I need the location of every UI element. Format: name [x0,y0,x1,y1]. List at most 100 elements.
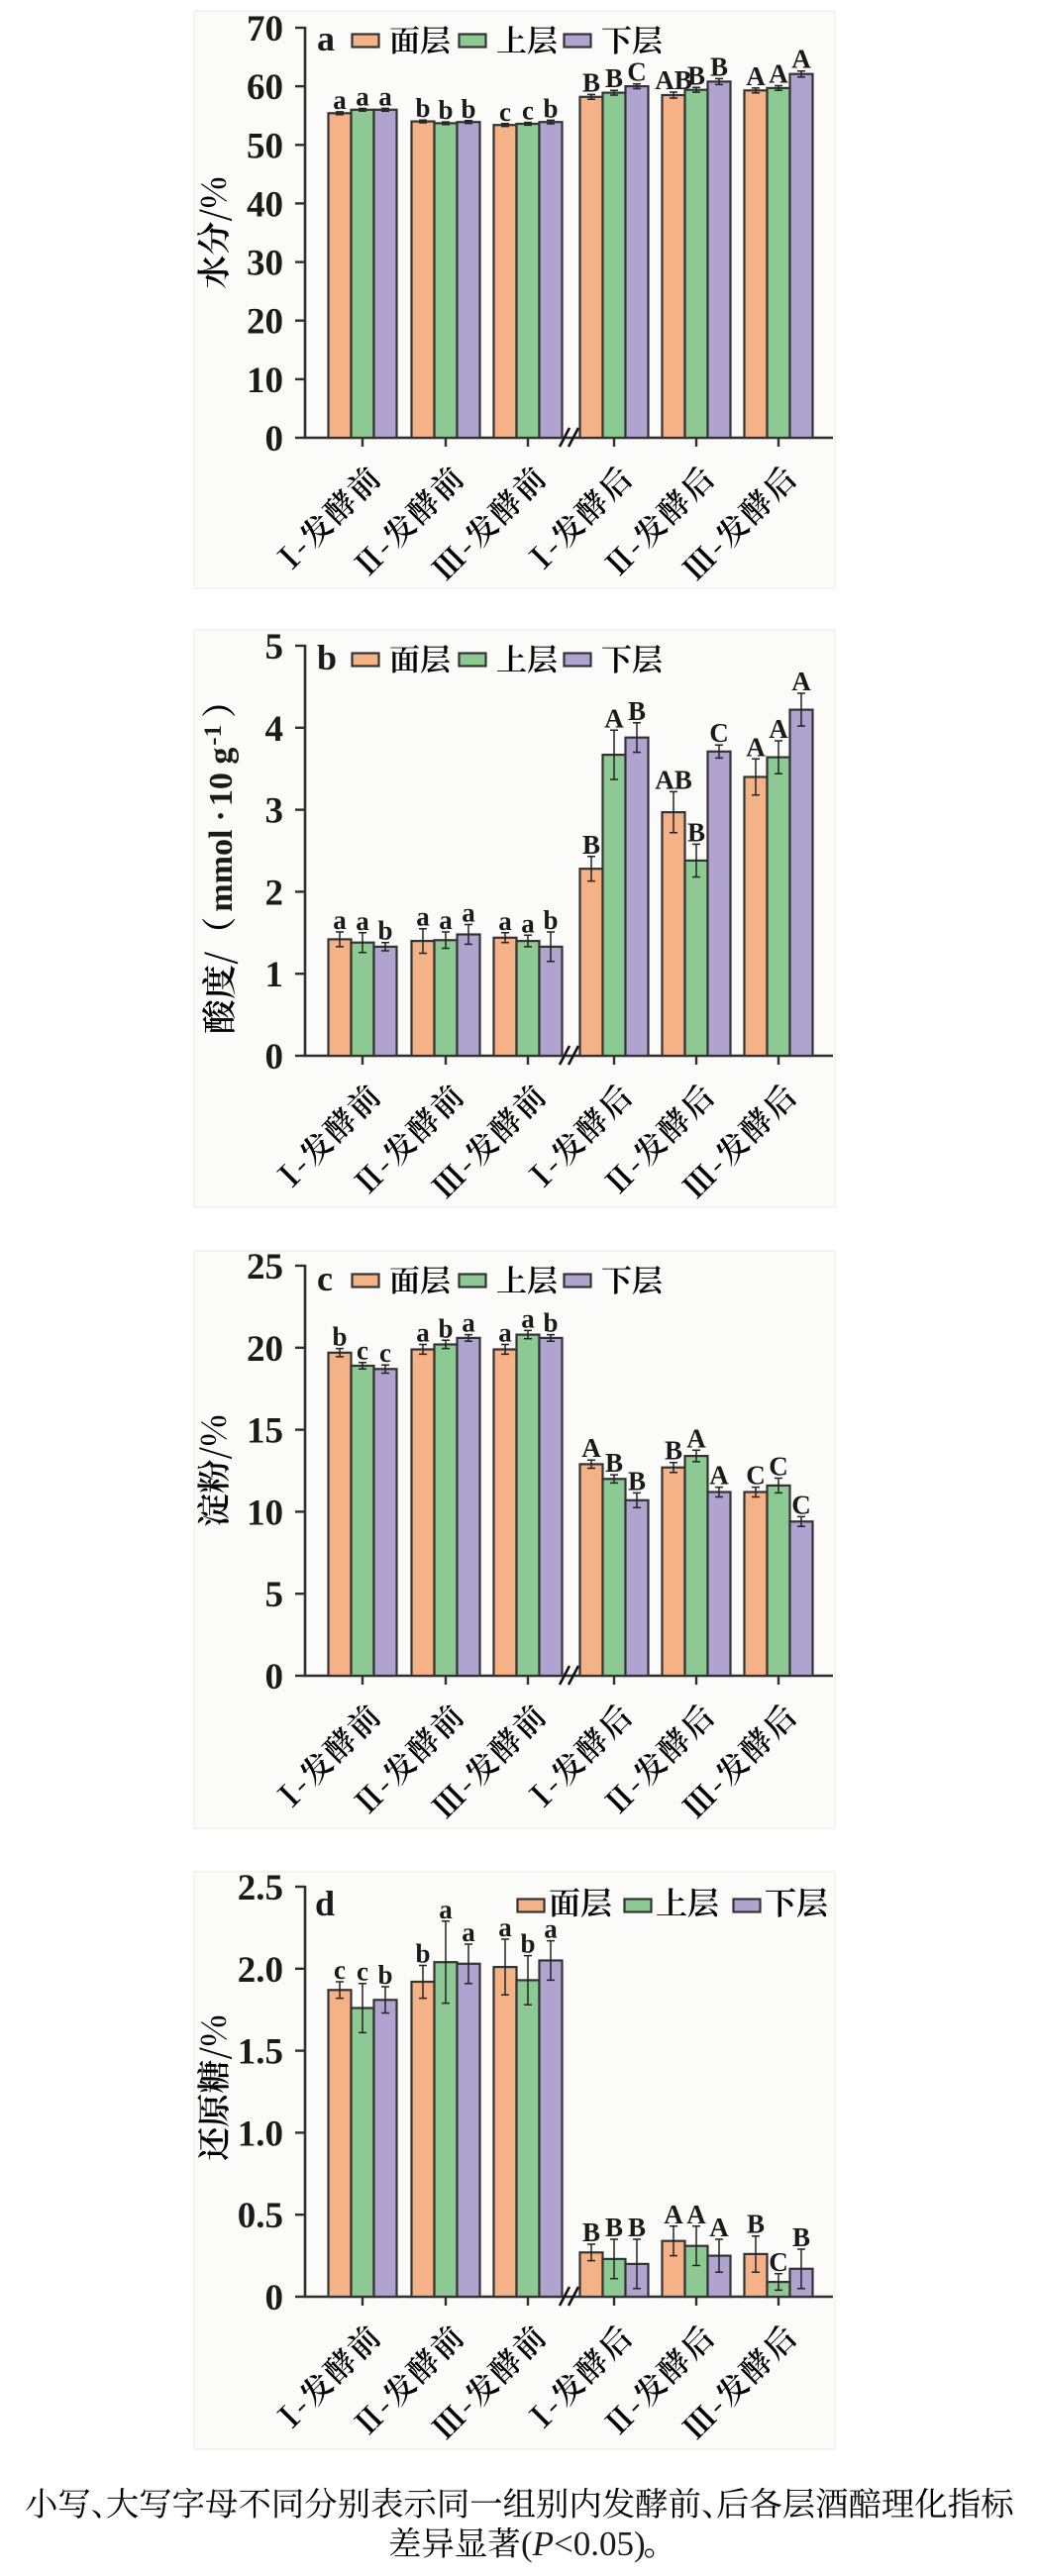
svg-text:A: A [791,667,811,696]
svg-text:C: C [769,1452,788,1482]
svg-text:A: A [581,1433,601,1463]
svg-text:1: 1 [265,955,284,995]
svg-text:b: b [415,1939,430,1969]
svg-text:a: a [462,1917,475,1947]
svg-text:a: a [521,1303,535,1333]
svg-text:A: A [709,1461,729,1491]
svg-text:0: 0 [265,1037,284,1078]
svg-text:2.0: 2.0 [238,1950,283,1991]
svg-text:C: C [791,1490,811,1519]
svg-text:a: a [439,905,453,935]
svg-text:B: B [628,696,646,726]
svg-text:c: c [379,1338,391,1368]
svg-text:a: a [544,1914,558,1944]
svg-text:5: 5 [265,627,284,668]
svg-text:B: B [792,2222,810,2252]
svg-text:20: 20 [247,302,283,343]
svg-text:5: 5 [265,1575,284,1615]
svg-text:A: A [664,2200,683,2229]
svg-text:c: c [357,1336,368,1366]
svg-text:b: b [543,1308,558,1338]
svg-text:2: 2 [265,873,284,913]
svg-text:C: C [746,1461,766,1491]
svg-text:10: 10 [247,1493,283,1533]
svg-text:B: B [687,60,705,90]
svg-text:B: B [628,2213,646,2242]
svg-text:c: c [499,97,511,127]
svg-text:1.5: 1.5 [238,2032,283,2073]
svg-text:b: b [317,638,337,677]
svg-text:b: b [461,94,475,124]
svg-text:20: 20 [247,1329,283,1370]
svg-text:a: a [498,1318,512,1348]
svg-text:b: b [520,1929,535,1959]
svg-text:a: a [333,905,347,935]
svg-text:10: 10 [247,361,283,401]
svg-text:a: a [356,906,369,936]
svg-text:AB: AB [655,765,692,794]
svg-text:10 g: 10 g [203,748,240,807]
svg-text:A: A [686,2200,706,2229]
svg-text:4: 4 [265,709,284,750]
svg-text:A: A [746,732,766,762]
svg-text:A: A [746,61,766,91]
svg-text:a: a [356,82,369,112]
svg-text:b: b [415,93,430,123]
svg-text:(P<0.05): (P<0.05) [521,2524,646,2563]
svg-text:A: A [604,703,624,733]
svg-text:C: C [709,718,729,748]
svg-text:25: 25 [247,1247,283,1288]
svg-text:a: a [416,1318,430,1348]
svg-text:c: c [357,1957,368,1987]
svg-text:a: a [317,19,335,58]
svg-text:A: A [791,45,811,74]
svg-text:a: a [378,81,392,111]
svg-text:A: A [769,59,788,89]
svg-text:B: B [628,1466,646,1495]
svg-text:C: C [769,2247,788,2277]
svg-text:0: 0 [265,2278,284,2318]
svg-text:B: B [665,1436,682,1466]
svg-text:b: b [377,916,392,946]
svg-text:2.5: 2.5 [238,1868,283,1908]
svg-text:a: a [416,902,430,932]
svg-text:B: B [710,52,728,81]
svg-text:40: 40 [247,184,283,225]
svg-text:b: b [438,1313,453,1343]
svg-text:B: B [605,2213,623,2242]
svg-text:15: 15 [247,1411,283,1452]
svg-text:B: B [687,817,705,847]
svg-text:C: C [627,57,647,87]
svg-text:3: 3 [265,791,284,832]
svg-text:B: B [747,2210,765,2239]
svg-text:a: a [521,908,535,938]
svg-text:a: a [439,1895,453,1924]
svg-text:b: b [332,1322,347,1352]
svg-text:·: · [203,810,240,821]
svg-text:d: d [315,1884,335,1923]
svg-text:70: 70 [247,9,283,50]
svg-text:A: A [686,1423,706,1453]
svg-text:c: c [522,96,534,126]
svg-text:B: B [605,63,623,93]
svg-text:-1: -1 [200,725,227,746]
svg-text:b: b [438,95,453,125]
svg-text:a: a [462,898,475,928]
svg-text:1.0: 1.0 [238,2113,283,2154]
svg-text:60: 60 [247,67,283,108]
svg-text:B: B [582,67,600,97]
svg-text:a: a [333,85,347,115]
svg-text:c: c [317,1259,333,1298]
svg-text:0: 0 [265,1657,284,1698]
svg-text:A: A [769,714,788,744]
svg-text:a: a [498,906,512,936]
svg-text:B: B [605,1448,623,1478]
svg-text:mmol: mmol [203,830,240,912]
svg-text:a: a [462,1308,475,1338]
svg-text:50: 50 [247,126,283,166]
svg-text:c: c [334,1955,346,1985]
svg-text:A: A [709,2213,729,2242]
svg-text:0: 0 [265,419,284,460]
svg-text:b: b [543,905,558,935]
svg-text:a: a [498,1912,512,1942]
